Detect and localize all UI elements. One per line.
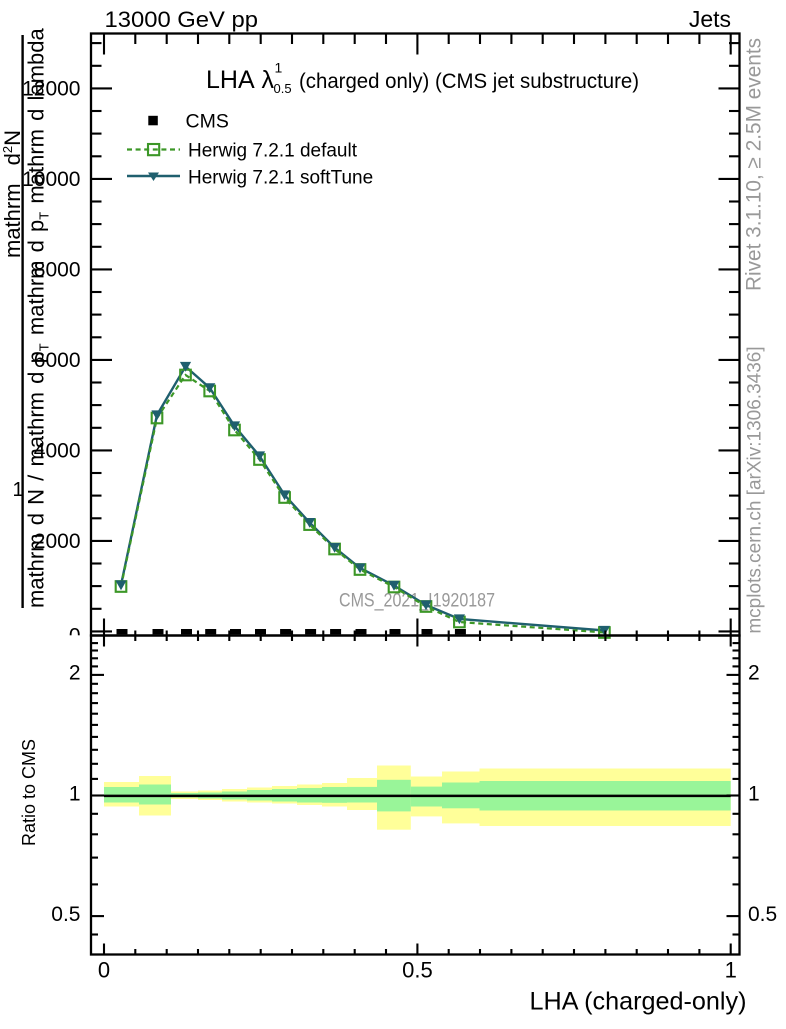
svg-text:CMS: CMS (186, 111, 229, 133)
svg-text:10000: 10000 (22, 168, 80, 191)
svg-text:2: 2 (69, 662, 81, 685)
svg-text:2: 2 (748, 662, 760, 685)
svg-text:λ: λ (262, 66, 275, 94)
svg-text:4000: 4000 (34, 440, 81, 463)
svg-text:(charged only) (CMS jet substr: (charged only) (CMS jet substructure) (299, 70, 639, 93)
svg-text:13000 GeV pp: 13000 GeV pp (105, 7, 259, 32)
svg-text:mcplots.cern.ch [arXiv:1306.34: mcplots.cern.ch [arXiv:1306.3436] (745, 346, 766, 633)
svg-text:0.5: 0.5 (274, 81, 292, 96)
svg-text:Herwig 7.2.1 default: Herwig 7.2.1 default (188, 141, 358, 162)
svg-text:1: 1 (69, 783, 81, 806)
svg-text:0: 0 (98, 958, 110, 983)
svg-text:2000: 2000 (34, 530, 81, 553)
svg-text:0.5: 0.5 (748, 903, 777, 926)
svg-text:Rivet 3.1.10, ≥ 2.5M events: Rivet 3.1.10, ≥ 2.5M events (743, 38, 766, 291)
svg-text:LHA: LHA (206, 66, 255, 94)
svg-text:1: 1 (275, 60, 283, 76)
svg-text:6000: 6000 (34, 349, 81, 372)
svg-text:12000: 12000 (22, 78, 80, 101)
svg-text:0.5: 0.5 (51, 903, 80, 926)
svg-text:8000: 8000 (34, 259, 81, 282)
svg-text:LHA (charged-only): LHA (charged-only) (530, 988, 747, 1016)
svg-text:1: 1 (725, 958, 737, 983)
svg-text:Jets: Jets (689, 6, 731, 32)
svg-text:Ratio to CMS: Ratio to CMS (19, 739, 39, 846)
svg-text:1: 1 (748, 783, 760, 806)
svg-text:1: 1 (13, 479, 24, 501)
svg-text:0.5: 0.5 (402, 958, 433, 983)
svg-text:Herwig 7.2.1 softTune: Herwig 7.2.1 softTune (188, 167, 373, 188)
svg-text:mathrm d N / mathrm d pT mathr: mathrm d N / mathrm d pT mathrm d pT mat… (24, 28, 52, 608)
